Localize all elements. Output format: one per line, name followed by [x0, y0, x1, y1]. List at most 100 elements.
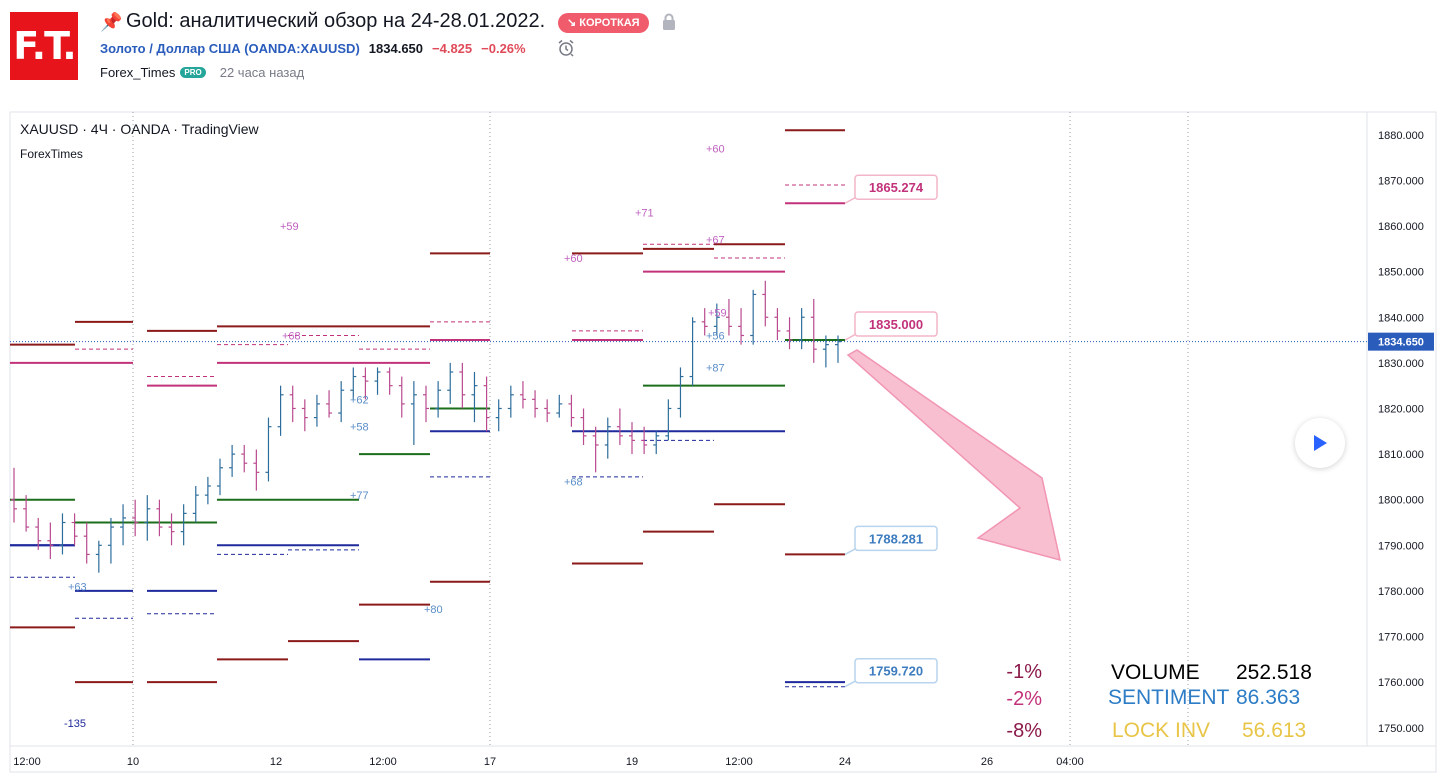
price-bar: [132, 499, 139, 537]
price-bar: [798, 308, 805, 350]
price-bar: [616, 408, 623, 445]
price-bar: [192, 486, 199, 523]
last-price-tag-label: 1834.650: [1378, 337, 1424, 349]
play-icon: [1314, 435, 1327, 451]
level-annotation: +59: [280, 221, 299, 233]
time-tick-label: 12:00: [13, 756, 41, 768]
price-bar: [83, 522, 90, 564]
price-callout: 1788.281: [844, 525, 938, 556]
price-bar: [507, 385, 514, 418]
price-change-percent: −0.26%: [481, 41, 526, 56]
level-annotation: +60: [706, 143, 725, 155]
pro-badge: PRO: [180, 67, 206, 78]
price-bar: [362, 367, 369, 400]
percent-label: -8%: [1006, 720, 1042, 742]
price-bar: [289, 385, 296, 423]
price-tick-label: 1800.000: [1378, 495, 1424, 507]
price-bar: [762, 280, 769, 327]
price-bar: [435, 381, 442, 418]
level-annotation: +59: [708, 308, 727, 320]
level-annotation: +58: [350, 422, 369, 434]
price-bar: [447, 362, 454, 404]
price-tick-label: 1880.000: [1378, 130, 1424, 142]
symbol-row: Золото / Доллар США (OANDA:XAUUSD) 1834.…: [100, 41, 526, 56]
price-bar: [532, 390, 539, 418]
price-bar: [725, 299, 732, 336]
price-change: −4.825: [432, 41, 473, 56]
price-callout: 1759.720: [844, 657, 938, 688]
level-annotation: +67: [706, 235, 725, 247]
price-bar: [11, 467, 17, 523]
level-annotation: +63: [68, 581, 87, 593]
time-tick-label: 04:00: [1056, 756, 1084, 768]
price-callout: 1865.274: [844, 174, 938, 204]
short-badge: ↘ КОРОТКАЯ: [558, 13, 649, 33]
level-annotation: +68: [282, 330, 301, 342]
stat-value: 252.518: [1236, 661, 1312, 684]
price-axis[interactable]: 1880.000 1870.000 1860.000 1850.000 1840.000…: [1378, 130, 1424, 735]
price-bar: [144, 495, 151, 541]
price-bar: [544, 399, 551, 423]
alarm-clock-icon[interactable]: [557, 39, 575, 57]
price-bars: [11, 280, 841, 573]
last-price-tag: 1834.650: [1368, 332, 1434, 351]
price-bar: [59, 513, 66, 555]
percent-label: -1%: [1006, 661, 1042, 683]
price-bar: [495, 399, 502, 432]
short-arrow-drawing: [846, 349, 1061, 562]
level-annotation: +71: [635, 207, 654, 219]
time-axis[interactable]: 12:00 10 12 12:00 17 19 12:00 24 26 04:00: [13, 756, 1084, 768]
price-tick-label: 1780.000: [1378, 586, 1424, 598]
price-bar: [580, 408, 587, 445]
play-replay-button[interactable]: [1295, 418, 1345, 468]
price-bar: [386, 367, 393, 395]
callout-value: 1865.274: [869, 180, 924, 195]
level-annotation: +68: [564, 476, 583, 488]
symbol-link[interactable]: Золото / Доллар США (OANDA:XAUUSD): [100, 41, 360, 56]
price-bar: [738, 308, 745, 345]
percent-labels: -1% -2% -8%: [1006, 661, 1042, 742]
price-tick-label: 1830.000: [1378, 358, 1424, 370]
price-bar: [483, 376, 490, 432]
idea-title: Gold: аналитический обзор на 24-28.01.20…: [126, 10, 546, 32]
lock-icon: [663, 13, 675, 30]
pin-icon: 📌: [100, 12, 123, 32]
price-bar: [471, 371, 478, 423]
price-bar: [107, 517, 114, 564]
level-annotation: -135: [64, 718, 86, 730]
price-bar: [459, 362, 466, 409]
price-bar: [35, 517, 42, 550]
price-bar: [822, 335, 829, 368]
price-bar: [301, 399, 308, 432]
price-bar: [23, 495, 30, 532]
price-levels: [10, 129, 845, 688]
last-price-tag-bg: [1368, 332, 1434, 351]
author-row: Forex_Times PRO 22 часа назад: [100, 65, 304, 80]
price-bar: [592, 426, 599, 473]
stat-label: SENTIMENT: [1108, 686, 1230, 709]
price-tick-label: 1810.000: [1378, 449, 1424, 461]
vertical-gridlines: [132, 112, 1189, 746]
price-tick-label: 1750.000: [1378, 723, 1424, 735]
price-bar: [47, 522, 54, 559]
price-tick-label: 1770.000: [1378, 632, 1424, 644]
price-bar: [701, 308, 708, 336]
published-time: 22 часа назад: [219, 65, 305, 80]
price-bar: [350, 367, 357, 400]
price-bar: [653, 431, 660, 455]
price-bar: [786, 317, 793, 350]
price-bar: [156, 499, 163, 537]
price-tick-label: 1820.000: [1378, 403, 1424, 415]
time-tick-label: 26: [981, 756, 993, 768]
price-bar: [713, 303, 720, 336]
callout-value: 1759.720: [869, 664, 923, 679]
time-tick-label: 10: [127, 756, 139, 768]
level-annotation: +60: [564, 253, 583, 265]
price-bar: [689, 317, 696, 386]
price-bar: [629, 422, 635, 455]
level-annotations: +59 +68 +62 +58 +77 +63 +80 -135 +60 +71 +67 +60 +59…: [64, 143, 727, 730]
price-bar: [410, 381, 417, 445]
stat-label: LOCK INV: [1112, 719, 1210, 742]
author-name[interactable]: Forex_Times: [100, 65, 176, 80]
